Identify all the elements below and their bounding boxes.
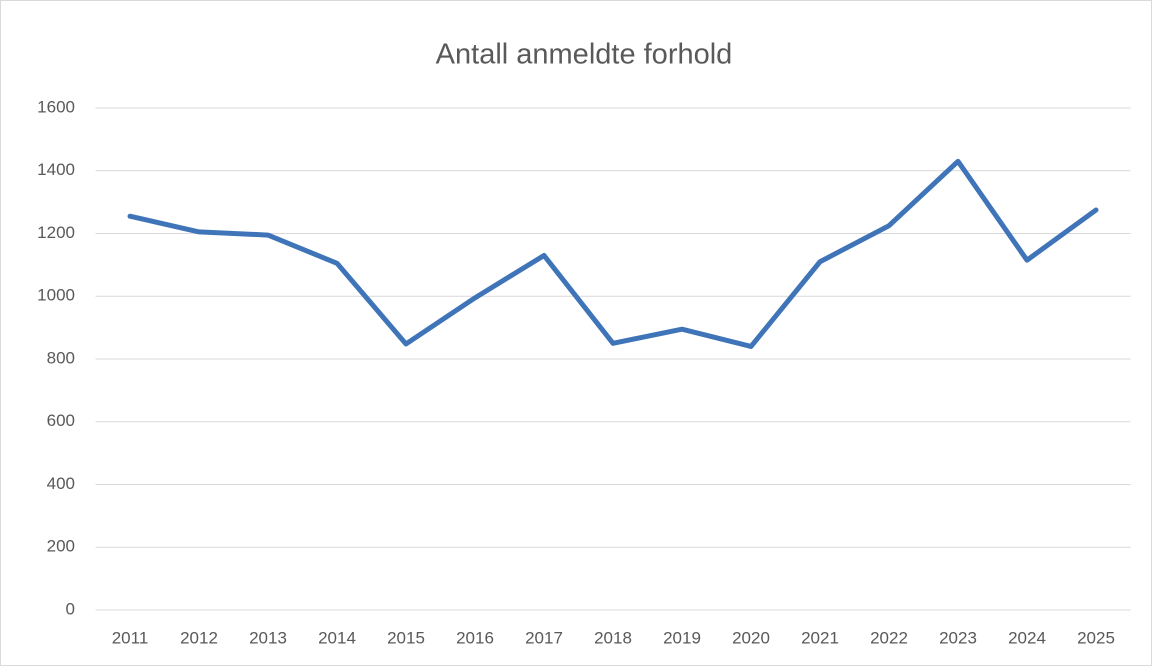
x-tick-label: 2012: [180, 628, 218, 647]
y-tick-label: 800: [47, 348, 75, 367]
chart-title: Antall anmeldte forhold: [436, 39, 733, 71]
y-tick-label: 400: [47, 474, 75, 493]
x-tick-label: 2024: [1008, 628, 1046, 647]
x-tick-label: 2014: [318, 628, 356, 647]
x-tick-label: 2019: [663, 628, 701, 647]
y-tick-label: 600: [47, 411, 75, 430]
y-tick-label: 0: [66, 599, 75, 618]
y-tick-label: 1400: [37, 160, 75, 179]
x-tick-label: 2011: [112, 628, 149, 647]
x-tick-label: 2013: [249, 628, 287, 647]
x-tick-label: 2025: [1077, 628, 1115, 647]
x-tick-label: 2022: [870, 628, 908, 647]
x-tick-label: 2018: [594, 628, 632, 647]
x-tick-label: 2015: [387, 628, 425, 647]
x-tick-label: 2023: [939, 628, 977, 647]
y-tick-label: 1600: [37, 97, 75, 116]
x-tick-label: 2016: [456, 628, 494, 647]
y-tick-label: 1000: [37, 286, 75, 305]
x-tick-label: 2020: [732, 628, 770, 647]
y-tick-label: 1200: [37, 223, 75, 242]
x-tick-label: 2017: [525, 628, 563, 647]
x-tick-label: 2021: [801, 628, 839, 647]
y-tick-label: 200: [47, 537, 75, 556]
data-line: [127, 158, 1099, 349]
